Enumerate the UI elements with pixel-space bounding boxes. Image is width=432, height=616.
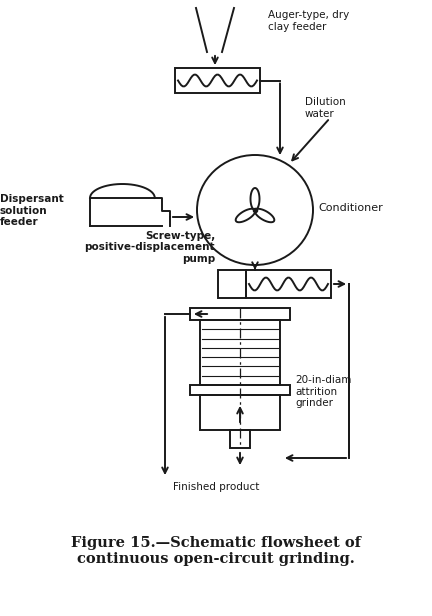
Bar — [200, 395, 280, 430]
Text: Figure 15.—Schematic flowsheet of
continuous open-circuit grinding.: Figure 15.—Schematic flowsheet of contin… — [71, 536, 361, 566]
Bar — [246, 270, 331, 298]
Text: Auger-type, dry
clay feeder: Auger-type, dry clay feeder — [268, 10, 349, 31]
Bar — [218, 270, 246, 298]
Text: Conditioner: Conditioner — [318, 203, 383, 213]
Bar — [190, 308, 290, 320]
Text: 20-in-diam
attrition
grinder: 20-in-diam attrition grinder — [295, 375, 351, 408]
Text: Screw-type,
positive-displacement
pump: Screw-type, positive-displacement pump — [85, 231, 215, 264]
Bar — [190, 385, 290, 395]
Bar — [230, 430, 250, 448]
Text: Dilution
water: Dilution water — [305, 97, 346, 119]
Bar — [200, 320, 280, 385]
Bar — [175, 68, 260, 93]
Text: Dispersant
solution
feeder: Dispersant solution feeder — [0, 194, 64, 227]
Text: Finished product: Finished product — [173, 482, 259, 492]
